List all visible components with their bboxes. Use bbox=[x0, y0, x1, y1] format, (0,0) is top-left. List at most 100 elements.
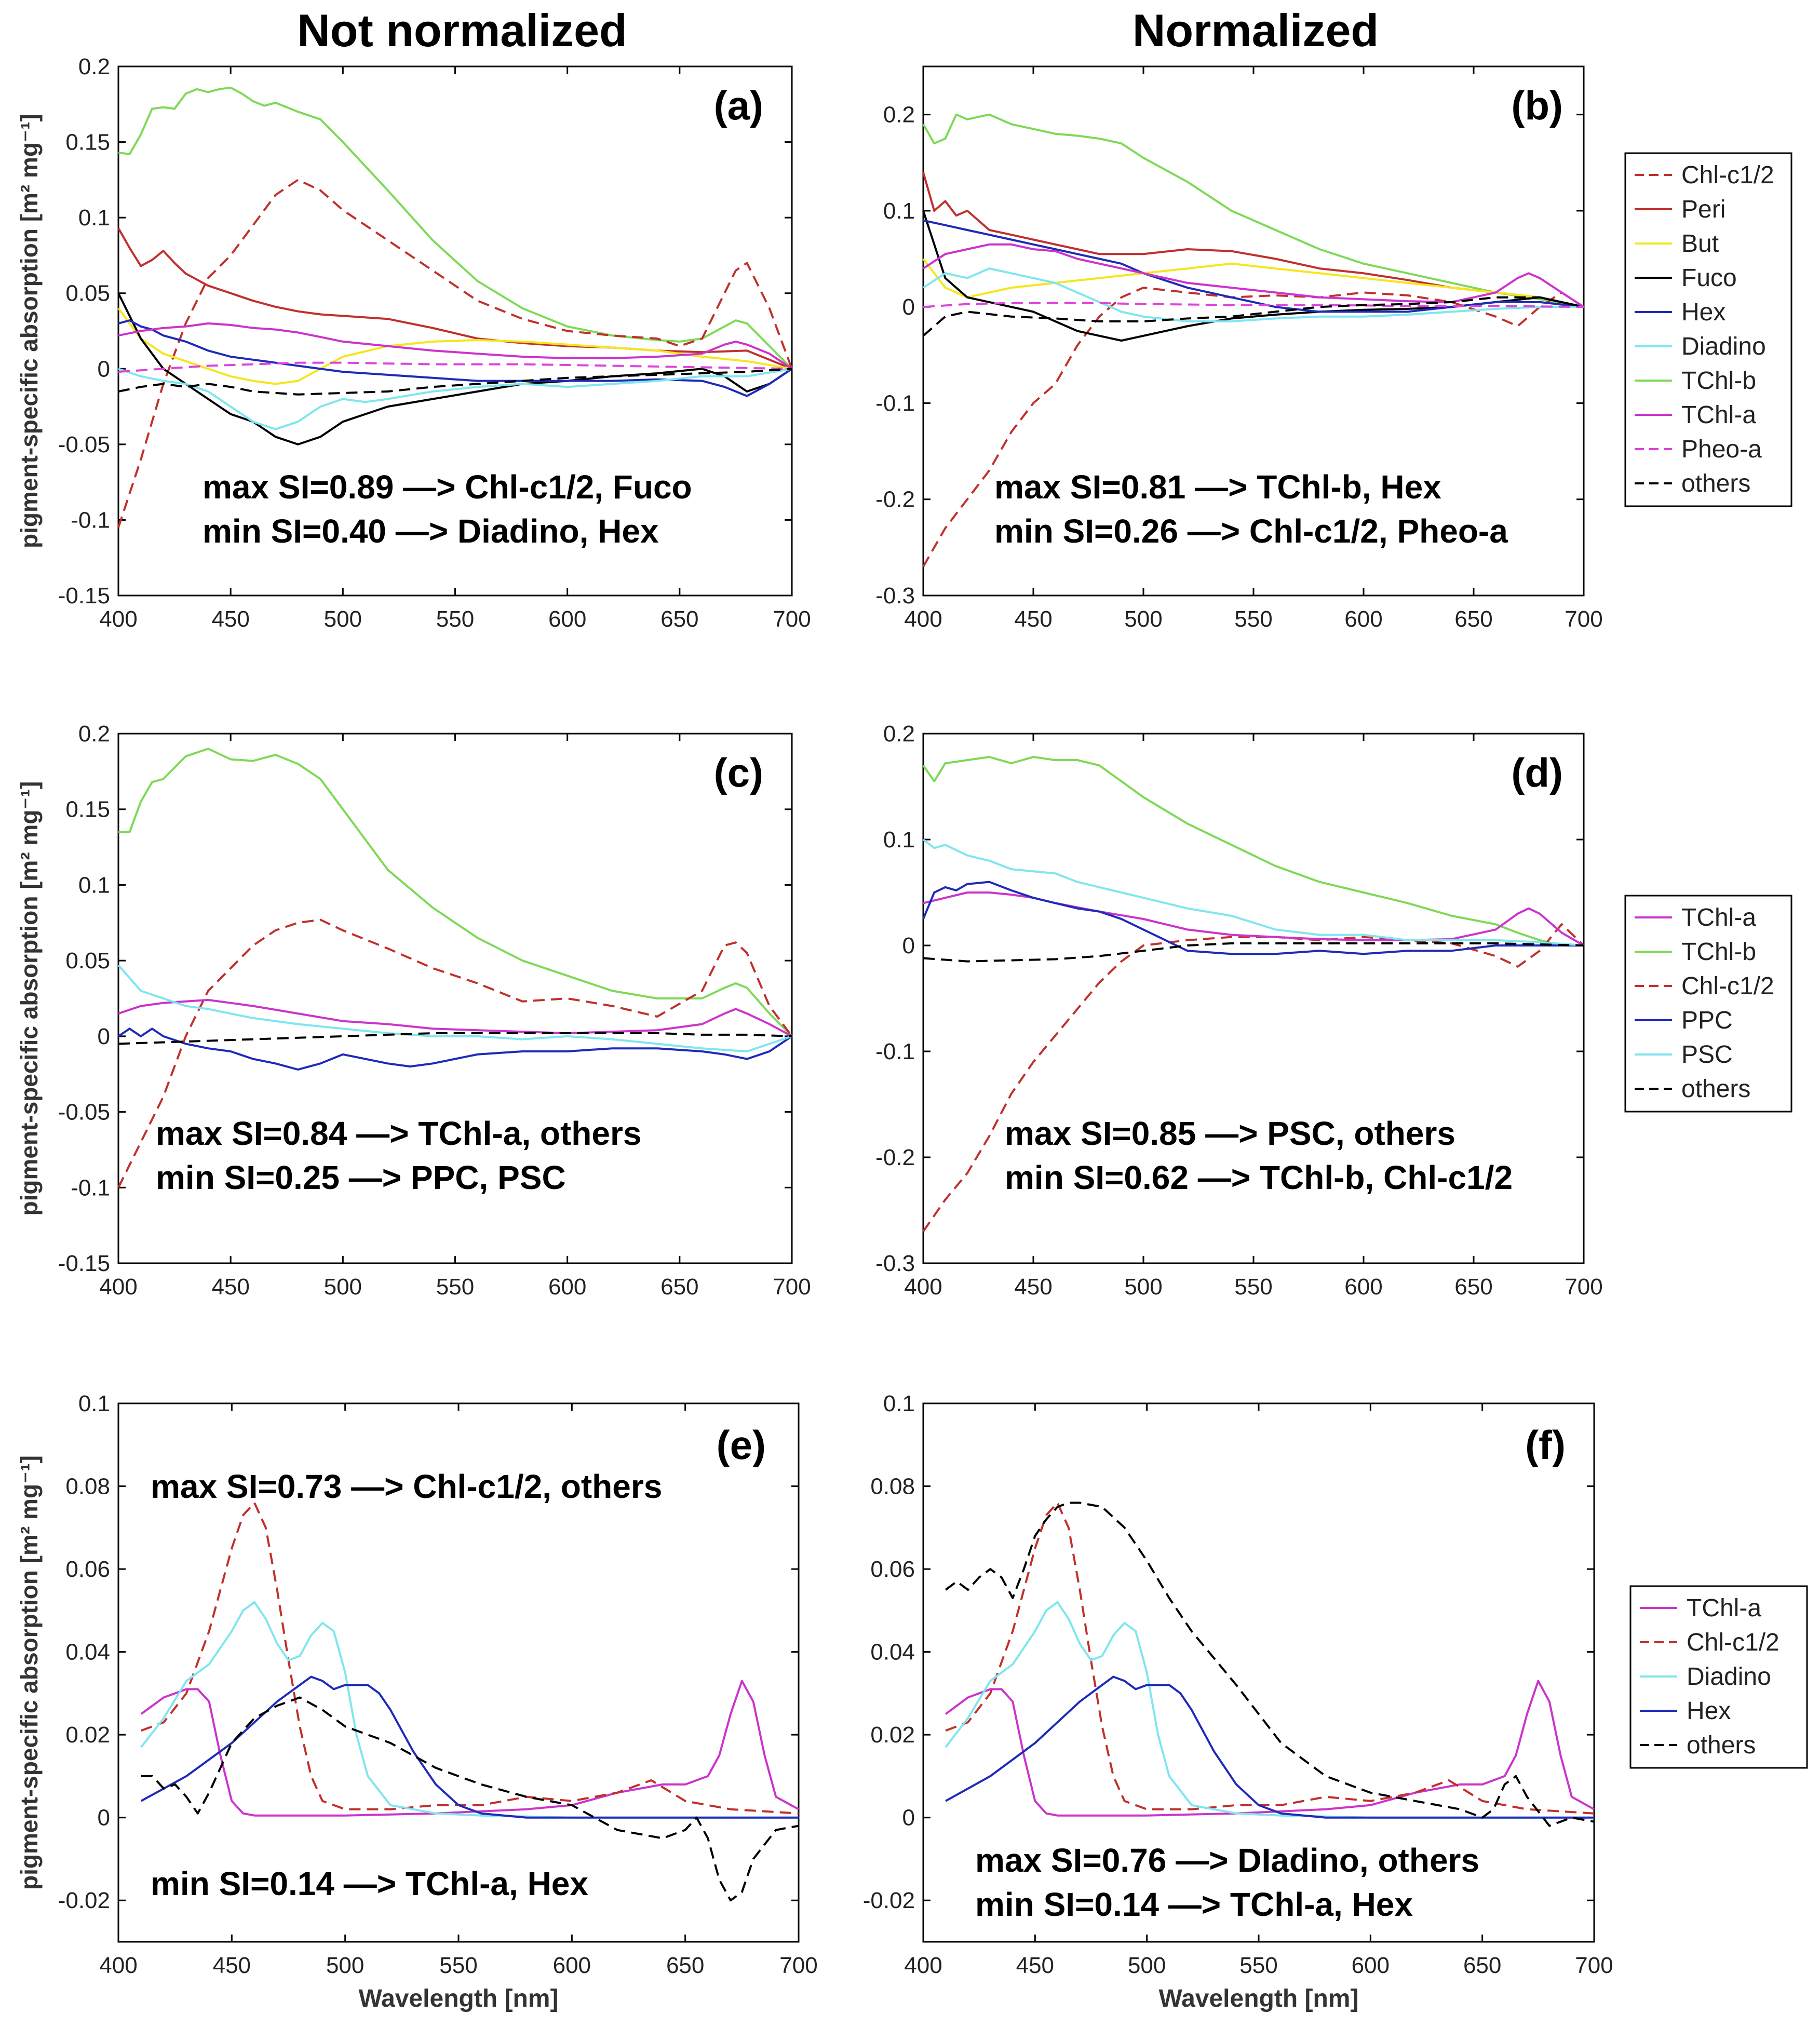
panel-a-ytick-label: -0.15 bbox=[58, 583, 110, 609]
legend-1-label: Fuco bbox=[1681, 264, 1737, 292]
legend-3-label: Chl-c1/2 bbox=[1687, 1629, 1779, 1656]
panel-f-series-hex bbox=[945, 1675, 1594, 1819]
panel-d-series-chl-c1-2 bbox=[922, 923, 1585, 1232]
legend-3-label: TChl-a bbox=[1687, 1594, 1761, 1622]
panel-b-ytick-label: -0.2 bbox=[875, 487, 915, 512]
panel-d-ytick-label: -0.2 bbox=[875, 1145, 915, 1170]
panel-a-xtick-label: 700 bbox=[773, 606, 811, 632]
panel-a-ytick-label: 0 bbox=[98, 356, 110, 382]
panel-d-ytick-label: 0.2 bbox=[883, 721, 915, 747]
panel-c-series-tchl-b bbox=[118, 748, 793, 1037]
legend-1-label: others bbox=[1681, 470, 1750, 497]
panel-b-xtick-label: 400 bbox=[904, 606, 942, 632]
panel-d-ytick-label: 0.1 bbox=[883, 827, 915, 853]
legend-1-label: Hex bbox=[1681, 299, 1725, 326]
panel-f-series-diadino bbox=[945, 1601, 1594, 1819]
panel-b-series-diadino bbox=[922, 267, 1584, 322]
panel-e-annotation: min SI=0.14 —> TChl-a, Hex bbox=[151, 1865, 588, 1902]
panel-e-ytick-label: -0.02 bbox=[58, 1888, 110, 1913]
panel-a-series-chl-c1-2 bbox=[117, 179, 793, 528]
panel-c-ytick-label: 0.1 bbox=[78, 872, 110, 898]
panel-d-annotation: max SI=0.85 —> PSC, others bbox=[1005, 1115, 1455, 1152]
panel-d-series-tchl-a bbox=[923, 891, 1585, 947]
panel-c-series-tchl-a bbox=[118, 998, 792, 1037]
panel-e-series-others bbox=[141, 1696, 799, 1902]
legend-1-label: TChl-b bbox=[1681, 367, 1756, 395]
panel-b-series-others bbox=[922, 296, 1584, 337]
panel-a-ylabel: pigment-specific absorption [m² mg⁻¹] bbox=[16, 114, 43, 548]
panel-f-series-chl-c1-2 bbox=[945, 1502, 1595, 1815]
panel-c-series-chl-c1-2 bbox=[117, 918, 793, 1188]
panel-b-ytick-label: 0.2 bbox=[883, 102, 915, 128]
panel-e-ytick-label: 0.1 bbox=[78, 1391, 110, 1416]
panel-a-ytick-label: 0.2 bbox=[78, 54, 110, 79]
legend-2-label: TChl-b bbox=[1681, 938, 1756, 966]
panel-e-ytick-label: 0 bbox=[98, 1805, 110, 1831]
panel-d-annotation: min SI=0.62 —> TChl-b, Chl-c1/2 bbox=[1005, 1159, 1513, 1196]
panel-d-ytick-label: 0 bbox=[902, 933, 915, 958]
panel-b-annotation: min SI=0.26 —> Chl-c1/2, Pheo-a bbox=[994, 512, 1508, 550]
panel-a-series-but bbox=[117, 307, 792, 385]
panel-b-ytick-label: 0 bbox=[902, 294, 915, 320]
panel-e-xtick-label: 400 bbox=[99, 1953, 137, 1978]
panel-b-xtick-label: 650 bbox=[1454, 606, 1492, 632]
legend-1-label: Peri bbox=[1681, 196, 1725, 223]
panel-a-ytick-label: -0.1 bbox=[71, 507, 110, 533]
panel-d-xtick-label: 500 bbox=[1124, 1274, 1162, 1300]
panel-d-xtick-label: 400 bbox=[904, 1274, 942, 1300]
panel-e-ytick-label: 0.04 bbox=[65, 1640, 110, 1665]
panel-a-ytick-label: -0.05 bbox=[58, 432, 110, 457]
panel-a-series-others bbox=[118, 368, 792, 396]
panel-f-ytick-label: 0.08 bbox=[870, 1474, 915, 1499]
panel-c-xtick-label: 450 bbox=[211, 1274, 249, 1300]
panel-f-series-others bbox=[945, 1502, 1595, 1827]
panel-b-ytick-label: -0.3 bbox=[875, 583, 915, 609]
panel-c-xtick-label: 500 bbox=[324, 1274, 362, 1300]
panel-f-letter: (f) bbox=[1525, 1422, 1566, 1468]
panel-b-frame bbox=[922, 65, 1585, 597]
panel-f-ytick-label: 0.04 bbox=[870, 1640, 915, 1665]
panel-e-xtick-label: 600 bbox=[553, 1953, 591, 1978]
panel-f-xtick-label: 400 bbox=[904, 1953, 942, 1978]
panel-e-series-hex bbox=[140, 1675, 799, 1819]
panel-b-xtick-label: 700 bbox=[1565, 606, 1602, 632]
panel-c-annotation: min SI=0.25 —> PPC, PSC bbox=[156, 1159, 566, 1196]
legend-2-label: PPC bbox=[1681, 1007, 1733, 1034]
panel-f-ytick-label: 0.02 bbox=[870, 1722, 915, 1748]
panel-c-ytick-label: -0.1 bbox=[71, 1175, 110, 1200]
panel-f-series-tchl-a bbox=[945, 1680, 1595, 1817]
panel-d-series-psc bbox=[922, 839, 1584, 947]
panel-a-xtick-label: 500 bbox=[324, 606, 362, 632]
panel-f-xtick-label: 600 bbox=[1352, 1953, 1390, 1978]
panel-b-ytick-label: 0.1 bbox=[883, 198, 915, 224]
panel-b-series-tchl-b bbox=[922, 113, 1584, 308]
panel-a-series-hex bbox=[118, 319, 793, 397]
panel-b-series-but bbox=[922, 258, 1584, 308]
panel-c-ylabel: pigment-specific absorption [m² mg⁻¹] bbox=[16, 781, 43, 1216]
panel-f-xtick-label: 700 bbox=[1575, 1953, 1613, 1978]
panel-c-series-ppc bbox=[117, 1027, 793, 1071]
panel-c-xtick-label: 550 bbox=[436, 1274, 474, 1300]
panel-f-xtick-label: 450 bbox=[1016, 1953, 1054, 1978]
panel-e-xtick-label: 450 bbox=[213, 1953, 251, 1978]
panel-e-frame bbox=[117, 1402, 800, 1943]
panel-a-series-diadino bbox=[118, 368, 792, 430]
panel-e-ylabel: pigment-specific absorption [m² mg⁻¹] bbox=[16, 1455, 43, 1890]
panel-f-ytick-label: 0.06 bbox=[870, 1557, 915, 1582]
panel-d-ytick-label: -0.3 bbox=[875, 1251, 915, 1276]
panel-e-series-tchl-a bbox=[140, 1680, 799, 1817]
panel-e-ytick-label: 0.08 bbox=[65, 1474, 110, 1499]
panel-c-ytick-label: 0.15 bbox=[65, 797, 110, 822]
panel-c-xtick-label: 650 bbox=[660, 1274, 698, 1300]
panel-a-annotation: min SI=0.40 —> Diadino, Hex bbox=[203, 512, 659, 550]
legend-1-label: Pheo-a bbox=[1681, 436, 1762, 463]
panel-b-series-peri bbox=[922, 172, 1584, 308]
panel-d-frame bbox=[922, 733, 1585, 1264]
panel-a-letter: (a) bbox=[714, 83, 763, 128]
legend-1-label: But bbox=[1681, 230, 1719, 258]
panel-e-series-diadino bbox=[140, 1601, 799, 1819]
panel-a-xtick-label: 400 bbox=[99, 606, 137, 632]
panel-b-xtick-label: 500 bbox=[1124, 606, 1162, 632]
panel-c-ytick-label: 0 bbox=[98, 1024, 110, 1049]
